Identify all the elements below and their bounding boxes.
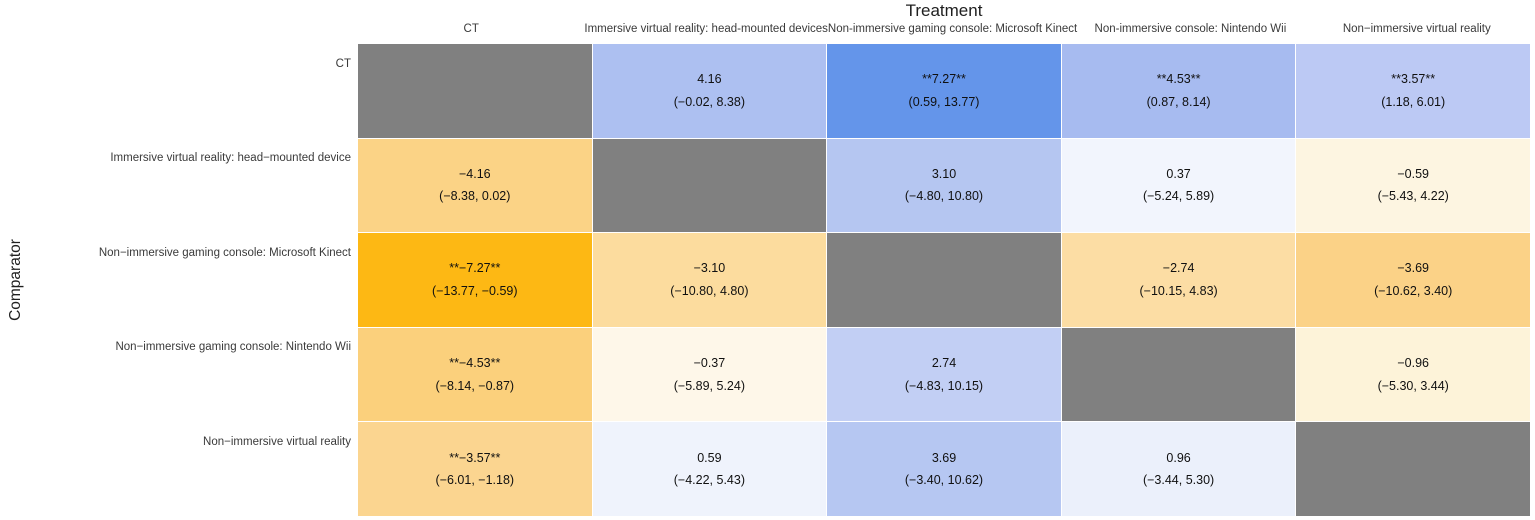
league-table-cell: −4.16 (−8.38, 0.02): [358, 138, 592, 233]
cell-confidence-interval: (−5.89, 5.24): [673, 378, 745, 393]
cell-estimate: 4.16: [697, 72, 722, 87]
cell-estimate: 0.59: [697, 450, 722, 465]
cell-estimate: −0.96: [1397, 356, 1430, 371]
cell-confidence-interval: (−6.01, −1.18): [435, 473, 515, 488]
cell-confidence-interval: (−8.38, 0.02): [439, 189, 511, 204]
cell-confidence-interval: (−10.15, 4.83): [1139, 283, 1218, 298]
cell-estimate: −3.10: [693, 261, 726, 276]
row-label: Non−immersive gaming console: Microsoft …: [98, 246, 351, 259]
row-label: Non−immersive virtual reality: [203, 435, 351, 448]
row-label: CT: [335, 58, 351, 70]
column-header: Non-immersive gaming console: Microsoft …: [827, 23, 1078, 35]
row-label: Immersive virtual reality: head−mounted …: [110, 152, 351, 165]
cell-estimate: 3.10: [931, 166, 957, 181]
diagonal-cell: [1296, 422, 1530, 516]
column-header: CT: [463, 23, 479, 35]
cell-estimate: −4.16: [458, 166, 491, 181]
cell-confidence-interval: (−3.44, 5.30): [1142, 473, 1215, 488]
cell-confidence-interval: (0.87, 8.14): [1146, 94, 1211, 109]
heatmap-grid: 4.16 (−0.02, 8.38) **7.27** (0.59, 13.77) **…: [358, 44, 1530, 516]
cell-confidence-interval: (−8.14, −0.87): [435, 378, 515, 393]
cell-confidence-interval: (−5.43, 4.22): [1377, 189, 1449, 204]
league-table-cell: **−3.57** (−6.01, −1.18): [358, 422, 592, 516]
row-labels: CT Immersive virtual reality: head−mounte…: [0, 44, 354, 516]
league-table-cell: **4.53** (0.87, 8.14): [1061, 44, 1296, 138]
league-table-cell: −0.37 (−5.89, 5.24): [592, 327, 827, 422]
league-table-cell: 2.74 (−4.83, 10.15): [827, 327, 1061, 422]
league-table-cell: −3.10 (−10.80, 4.80): [592, 233, 827, 327]
league-table-cell: −0.96 (−5.30, 3.44): [1296, 327, 1530, 422]
column-header: Non-immersive console: Nintendo Wii: [1094, 23, 1287, 35]
cell-confidence-interval: (−5.24, 5.89): [1142, 189, 1215, 204]
cell-confidence-interval: (−5.30, 3.44): [1377, 378, 1449, 393]
diagonal-cell: [358, 44, 592, 138]
cell-estimate: 2.74: [931, 356, 957, 371]
diagonal-cell: [592, 138, 827, 233]
league-table-cell: 3.69 (−3.40, 10.62): [827, 422, 1061, 516]
cell-confidence-interval: (1.18, 6.01): [1381, 94, 1446, 109]
cell-estimate: 3.69: [931, 450, 957, 465]
cell-confidence-interval: (−4.83, 10.15): [904, 378, 984, 393]
league-table-cell: **−4.53** (−8.14, −0.87): [358, 327, 592, 422]
cell-estimate: **−4.53**: [449, 356, 501, 371]
cell-confidence-interval: (−4.80, 10.80): [904, 189, 984, 204]
cell-estimate: **4.53**: [1156, 72, 1201, 87]
league-table-cell: 0.96 (−3.44, 5.30): [1061, 422, 1296, 516]
cell-estimate: **7.27**: [922, 72, 966, 87]
cell-confidence-interval: (−4.22, 5.43): [673, 473, 745, 488]
cell-estimate: **3.57**: [1391, 72, 1436, 87]
league-table-cell: **−7.27** (−13.77, −0.59): [358, 233, 592, 327]
cell-estimate: −2.74: [1162, 261, 1195, 276]
cell-confidence-interval: (−13.77, −0.59): [432, 283, 518, 298]
cell-estimate: 0.37: [1166, 166, 1191, 181]
cell-estimate: −0.37: [693, 356, 726, 371]
cell-estimate: −3.69: [1397, 261, 1430, 276]
league-table-cell: −2.74 (−10.15, 4.83): [1061, 233, 1296, 327]
diagonal-cell: [1061, 327, 1296, 422]
league-table-cell: **7.27** (0.59, 13.77): [827, 44, 1061, 138]
league-table-cell: 0.59 (−4.22, 5.43): [592, 422, 827, 516]
x-axis-title: Treatment: [905, 1, 983, 20]
column-header: Immersive virtual reality: head-mounted …: [584, 23, 828, 35]
column-header: Non−immersive virtual reality: [1342, 23, 1491, 35]
cell-confidence-interval: (−10.62, 3.40): [1374, 283, 1453, 298]
diagonal-cell: [827, 233, 1061, 327]
cell-confidence-interval: (−3.40, 10.62): [904, 473, 984, 488]
cell-estimate: −0.59: [1397, 166, 1430, 181]
cell-confidence-interval: (−0.02, 8.38): [673, 94, 745, 109]
league-table-cell: −0.59 (−5.43, 4.22): [1296, 138, 1530, 233]
cell-estimate: **−7.27**: [449, 261, 501, 276]
cell-estimate: **−3.57**: [449, 450, 501, 465]
league-table-cell: **3.57** (1.18, 6.01): [1296, 44, 1530, 138]
league-table-cell: 3.10 (−4.80, 10.80): [827, 138, 1061, 233]
cell-estimate: 0.96: [1166, 450, 1191, 465]
column-headers: CT Immersive virtual reality: head-mounte…: [358, 23, 1530, 35]
league-table-cell: 0.37 (−5.24, 5.89): [1061, 138, 1296, 233]
cell-confidence-interval: (0.59, 13.77): [908, 94, 980, 109]
row-label: Non−immersive gaming console: Nintendo W…: [115, 341, 351, 354]
league-table-cell: 4.16 (−0.02, 8.38): [592, 44, 827, 138]
cell-confidence-interval: (−10.80, 4.80): [670, 283, 749, 298]
league-table-cell: −3.69 (−10.62, 3.40): [1296, 233, 1530, 327]
